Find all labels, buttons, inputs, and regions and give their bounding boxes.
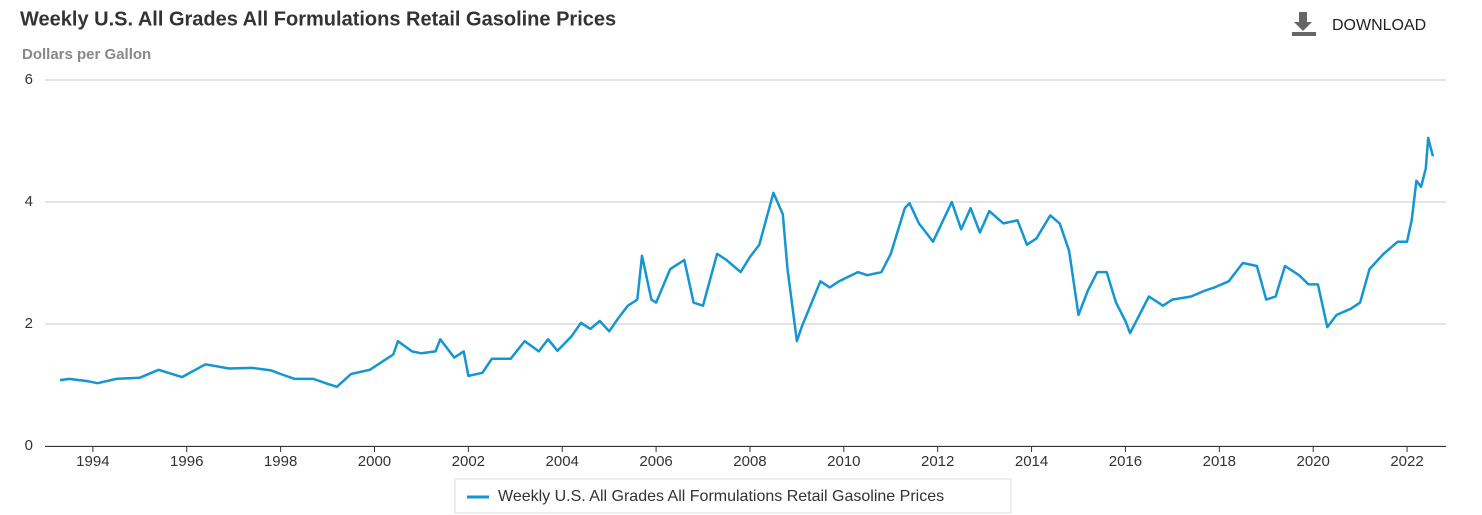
x-tick-label: 2020 [1296, 453, 1329, 470]
x-tick-label: 2000 [358, 453, 391, 470]
x-tick-label: 1994 [76, 453, 109, 470]
x-tick-label: 2018 [1203, 453, 1236, 470]
download-label[interactable]: DOWNLOAD [1332, 17, 1426, 34]
x-tick-label: 2002 [452, 453, 485, 470]
x-tick-label: 2010 [827, 453, 860, 470]
download-icon [1292, 12, 1316, 36]
x-tick-label: 2022 [1390, 453, 1423, 470]
data-line [59, 136, 1435, 389]
download-button[interactable]: DOWNLOAD [1292, 12, 1426, 36]
x-tick-label: 2004 [546, 453, 579, 470]
x-tick-label: 2008 [733, 453, 766, 470]
subtitle: Dollars per Gallon [22, 46, 151, 63]
y-tick-label: 4 [25, 193, 33, 210]
x-tick-label: 2014 [1015, 453, 1048, 470]
x-tick-label: 1996 [170, 453, 203, 470]
x-tick-label: 2016 [1109, 453, 1142, 470]
y-tick-label: 2 [25, 315, 33, 332]
legend-box [454, 478, 1012, 514]
y-tick-label: 6 [25, 71, 33, 88]
x-tick-label: 2006 [639, 453, 672, 470]
legend-label: Weekly U.S. All Grades All Formulations … [498, 488, 944, 505]
x-tick-label: 2012 [921, 453, 954, 470]
chart-title: Weekly U.S. All Grades All Formulations … [20, 8, 616, 30]
y-tick-label: 0 [25, 437, 33, 454]
x-tick-label: 1998 [264, 453, 297, 470]
